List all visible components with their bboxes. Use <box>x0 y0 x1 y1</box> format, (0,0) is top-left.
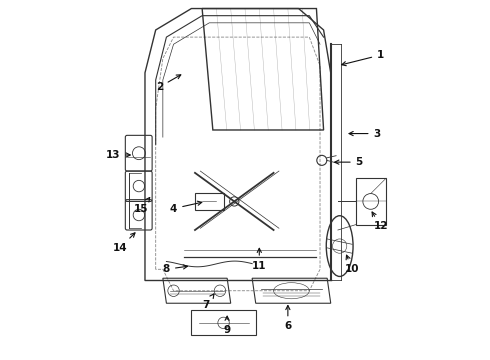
Text: 1: 1 <box>342 50 384 66</box>
Text: 2: 2 <box>156 75 181 92</box>
Bar <box>195 193 224 210</box>
Text: 4: 4 <box>170 201 202 213</box>
Text: 6: 6 <box>284 306 292 332</box>
Text: 10: 10 <box>345 255 360 274</box>
Text: 11: 11 <box>252 248 267 271</box>
Text: 13: 13 <box>105 150 130 160</box>
Text: 9: 9 <box>223 316 231 335</box>
Text: 14: 14 <box>113 233 135 253</box>
Text: 7: 7 <box>202 294 214 310</box>
Text: 12: 12 <box>372 212 388 231</box>
Text: 15: 15 <box>134 198 150 213</box>
Text: 8: 8 <box>163 264 188 274</box>
Text: 3: 3 <box>349 129 381 139</box>
Text: 5: 5 <box>335 157 363 167</box>
